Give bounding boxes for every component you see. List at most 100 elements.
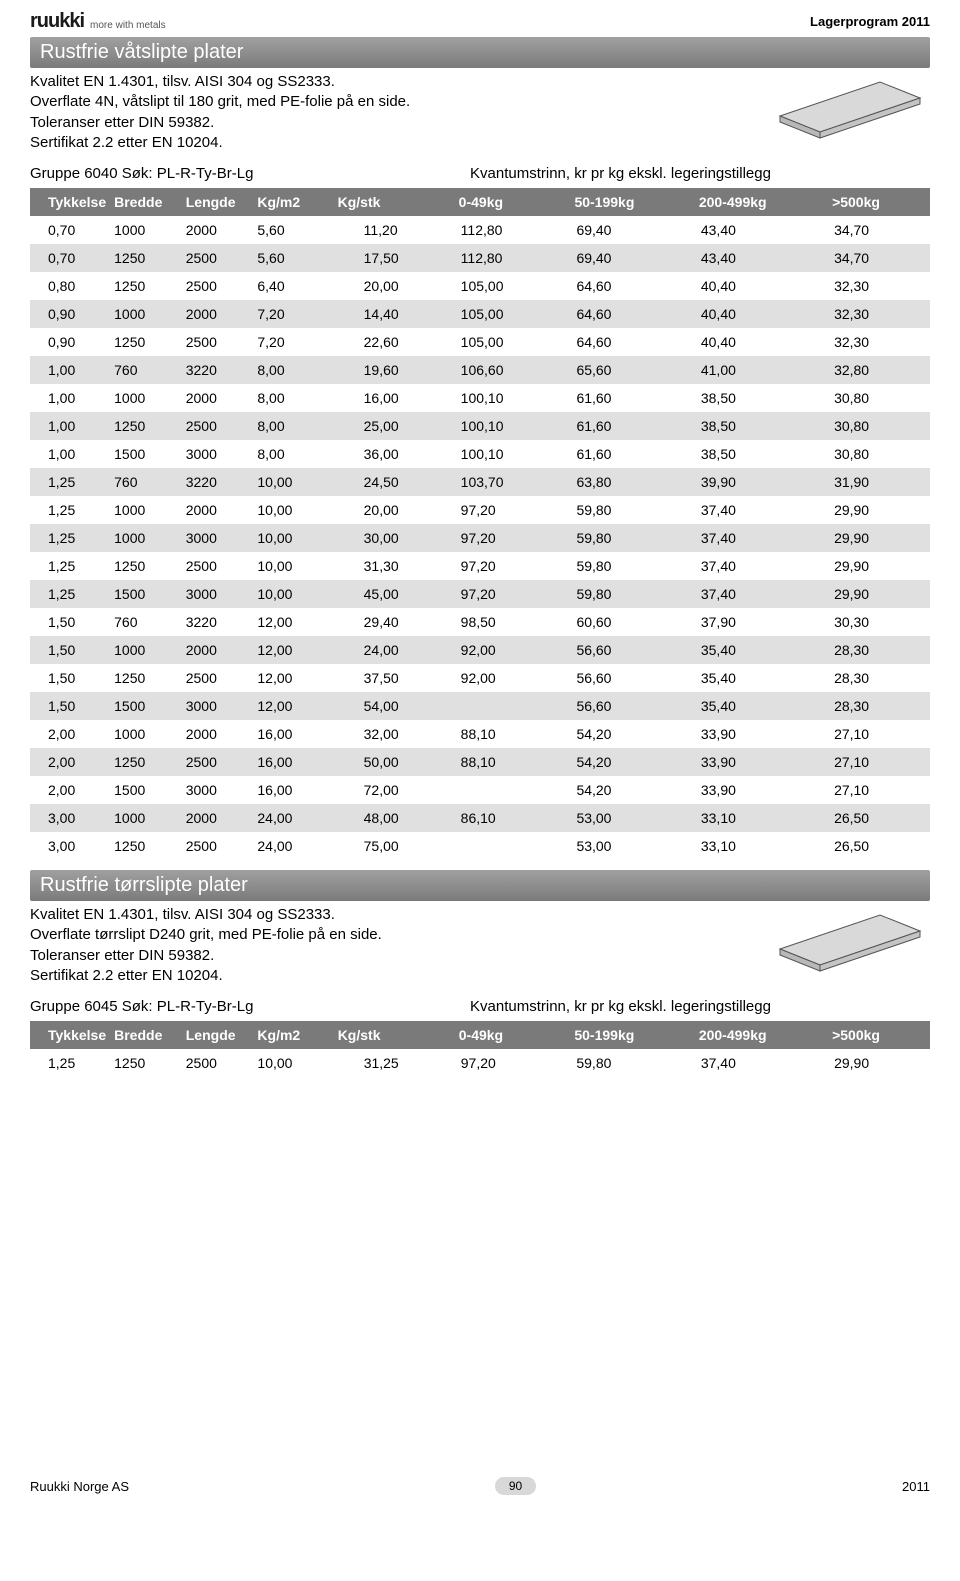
table-cell: 63,80 bbox=[556, 468, 680, 496]
table-cell: 33,10 bbox=[681, 832, 814, 860]
table-cell: 59,80 bbox=[556, 524, 680, 552]
table-cell: 97,20 bbox=[441, 496, 557, 524]
col-tykkelse: Tykkelse bbox=[30, 188, 110, 216]
table-cell: 59,80 bbox=[556, 496, 680, 524]
table-cell: 14,40 bbox=[334, 300, 441, 328]
table-cell: 19,60 bbox=[334, 356, 441, 384]
table-cell: 1250 bbox=[110, 272, 182, 300]
table-cell: 1250 bbox=[110, 328, 182, 356]
table-cell: 2000 bbox=[182, 636, 254, 664]
col-0-49: 0-49kg bbox=[441, 188, 557, 216]
table-cell: 27,10 bbox=[814, 720, 930, 748]
table-cell: 2000 bbox=[182, 496, 254, 524]
table-cell: 1,25 bbox=[30, 580, 110, 608]
table-cell: 97,20 bbox=[441, 1049, 557, 1077]
table-cell: 1250 bbox=[110, 552, 182, 580]
table-cell: 33,90 bbox=[681, 748, 814, 776]
table-cell: 37,40 bbox=[681, 580, 814, 608]
table-cell: 64,60 bbox=[556, 300, 680, 328]
table-cell bbox=[441, 776, 557, 804]
table-cell: 53,00 bbox=[556, 804, 680, 832]
table-cell: 69,40 bbox=[556, 216, 680, 244]
table-cell: 1,25 bbox=[30, 468, 110, 496]
table-cell: 1000 bbox=[110, 496, 182, 524]
table-cell: 24,00 bbox=[334, 636, 441, 664]
table-cell: 2500 bbox=[182, 1049, 254, 1077]
table-cell: 105,00 bbox=[441, 328, 557, 356]
table-cell: 27,10 bbox=[814, 748, 930, 776]
table-cell: 31,25 bbox=[334, 1049, 441, 1077]
table-cell: 3220 bbox=[182, 468, 254, 496]
table-cell: 3000 bbox=[182, 580, 254, 608]
table-cell: 39,90 bbox=[681, 468, 814, 496]
table-cell: 10,00 bbox=[253, 552, 333, 580]
table-cell: 1,25 bbox=[30, 496, 110, 524]
table-cell: 3220 bbox=[182, 608, 254, 636]
table-row: 1,00150030008,0036,00100,1061,6038,5030,… bbox=[30, 440, 930, 468]
col-kgm2: Kg/m2 bbox=[253, 1021, 333, 1049]
table-row: 1,50760322012,0029,4098,5060,6037,9030,3… bbox=[30, 608, 930, 636]
col-kgstk: Kg/stk bbox=[334, 1021, 441, 1049]
page-header: ruukki more with metals Lagerprogram 201… bbox=[30, 10, 930, 33]
table-cell: 3000 bbox=[182, 776, 254, 804]
table-cell: 29,90 bbox=[814, 1049, 930, 1077]
table-cell: 1,25 bbox=[30, 524, 110, 552]
table-cell: 1000 bbox=[110, 384, 182, 412]
table-cell: 1500 bbox=[110, 580, 182, 608]
table-cell: 29,90 bbox=[814, 580, 930, 608]
table-cell: 37,40 bbox=[681, 552, 814, 580]
table-row: 0,90100020007,2014,40105,0064,6040,4032,… bbox=[30, 300, 930, 328]
table-cell: 34,70 bbox=[814, 244, 930, 272]
table-row: 1,0076032208,0019,60106,6065,6041,0032,8… bbox=[30, 356, 930, 384]
table-cell: 30,00 bbox=[334, 524, 441, 552]
table-cell: 98,50 bbox=[441, 608, 557, 636]
table-cell: 0,90 bbox=[30, 300, 110, 328]
col-200-499: 200-499kg bbox=[681, 1021, 814, 1049]
table-cell: 100,10 bbox=[441, 384, 557, 412]
table-cell: 22,60 bbox=[334, 328, 441, 356]
table-cell: 20,00 bbox=[334, 496, 441, 524]
table-cell: 37,40 bbox=[681, 496, 814, 524]
table-row: 1,25760322010,0024,50103,7063,8039,9031,… bbox=[30, 468, 930, 496]
table-cell: 760 bbox=[110, 468, 182, 496]
table-row: 1,251000300010,0030,0097,2059,8037,4029,… bbox=[30, 524, 930, 552]
table-cell: 24,00 bbox=[253, 832, 333, 860]
col-200-499: 200-499kg bbox=[681, 188, 814, 216]
table-cell: 10,00 bbox=[253, 580, 333, 608]
table2-header-row: Tykkelse Bredde Lengde Kg/m2 Kg/stk 0-49… bbox=[30, 1021, 930, 1049]
table-cell bbox=[441, 832, 557, 860]
col-500: >500kg bbox=[814, 188, 930, 216]
table-cell: 35,40 bbox=[681, 664, 814, 692]
table-cell: 30,80 bbox=[814, 384, 930, 412]
table-row: 1,251500300010,0045,0097,2059,8037,4029,… bbox=[30, 580, 930, 608]
table-cell: 61,60 bbox=[556, 440, 680, 468]
table-row: 0,70100020005,6011,20112,8069,4043,4034,… bbox=[30, 216, 930, 244]
table-cell: 3000 bbox=[182, 692, 254, 720]
table-cell: 105,00 bbox=[441, 300, 557, 328]
table-cell: 760 bbox=[110, 608, 182, 636]
table-cell: 88,10 bbox=[441, 720, 557, 748]
table-cell: 41,00 bbox=[681, 356, 814, 384]
table-cell: 54,20 bbox=[556, 720, 680, 748]
intro-line: Sertifikat 2.2 etter EN 10204. bbox=[30, 966, 382, 986]
table-cell: 2500 bbox=[182, 832, 254, 860]
table-cell: 0,90 bbox=[30, 328, 110, 356]
table-cell: 75,00 bbox=[334, 832, 441, 860]
table-cell: 37,50 bbox=[334, 664, 441, 692]
table-cell: 12,00 bbox=[253, 664, 333, 692]
table-cell: 32,30 bbox=[814, 328, 930, 356]
table-cell: 31,90 bbox=[814, 468, 930, 496]
table-cell: 10,00 bbox=[253, 468, 333, 496]
table-cell: 45,00 bbox=[334, 580, 441, 608]
table-cell: 0,70 bbox=[30, 244, 110, 272]
table-cell: 43,40 bbox=[681, 216, 814, 244]
table-cell: 1,50 bbox=[30, 664, 110, 692]
table-row: 2,001000200016,0032,0088,1054,2033,9027,… bbox=[30, 720, 930, 748]
table-cell: 26,50 bbox=[814, 832, 930, 860]
section2-intro-text: Kvalitet EN 1.4301, tilsv. AISI 304 og S… bbox=[30, 905, 382, 986]
table-cell: 37,90 bbox=[681, 608, 814, 636]
table-cell: 760 bbox=[110, 356, 182, 384]
table-cell: 1,00 bbox=[30, 440, 110, 468]
col-bredde: Bredde bbox=[110, 188, 182, 216]
table-cell: 1,50 bbox=[30, 608, 110, 636]
